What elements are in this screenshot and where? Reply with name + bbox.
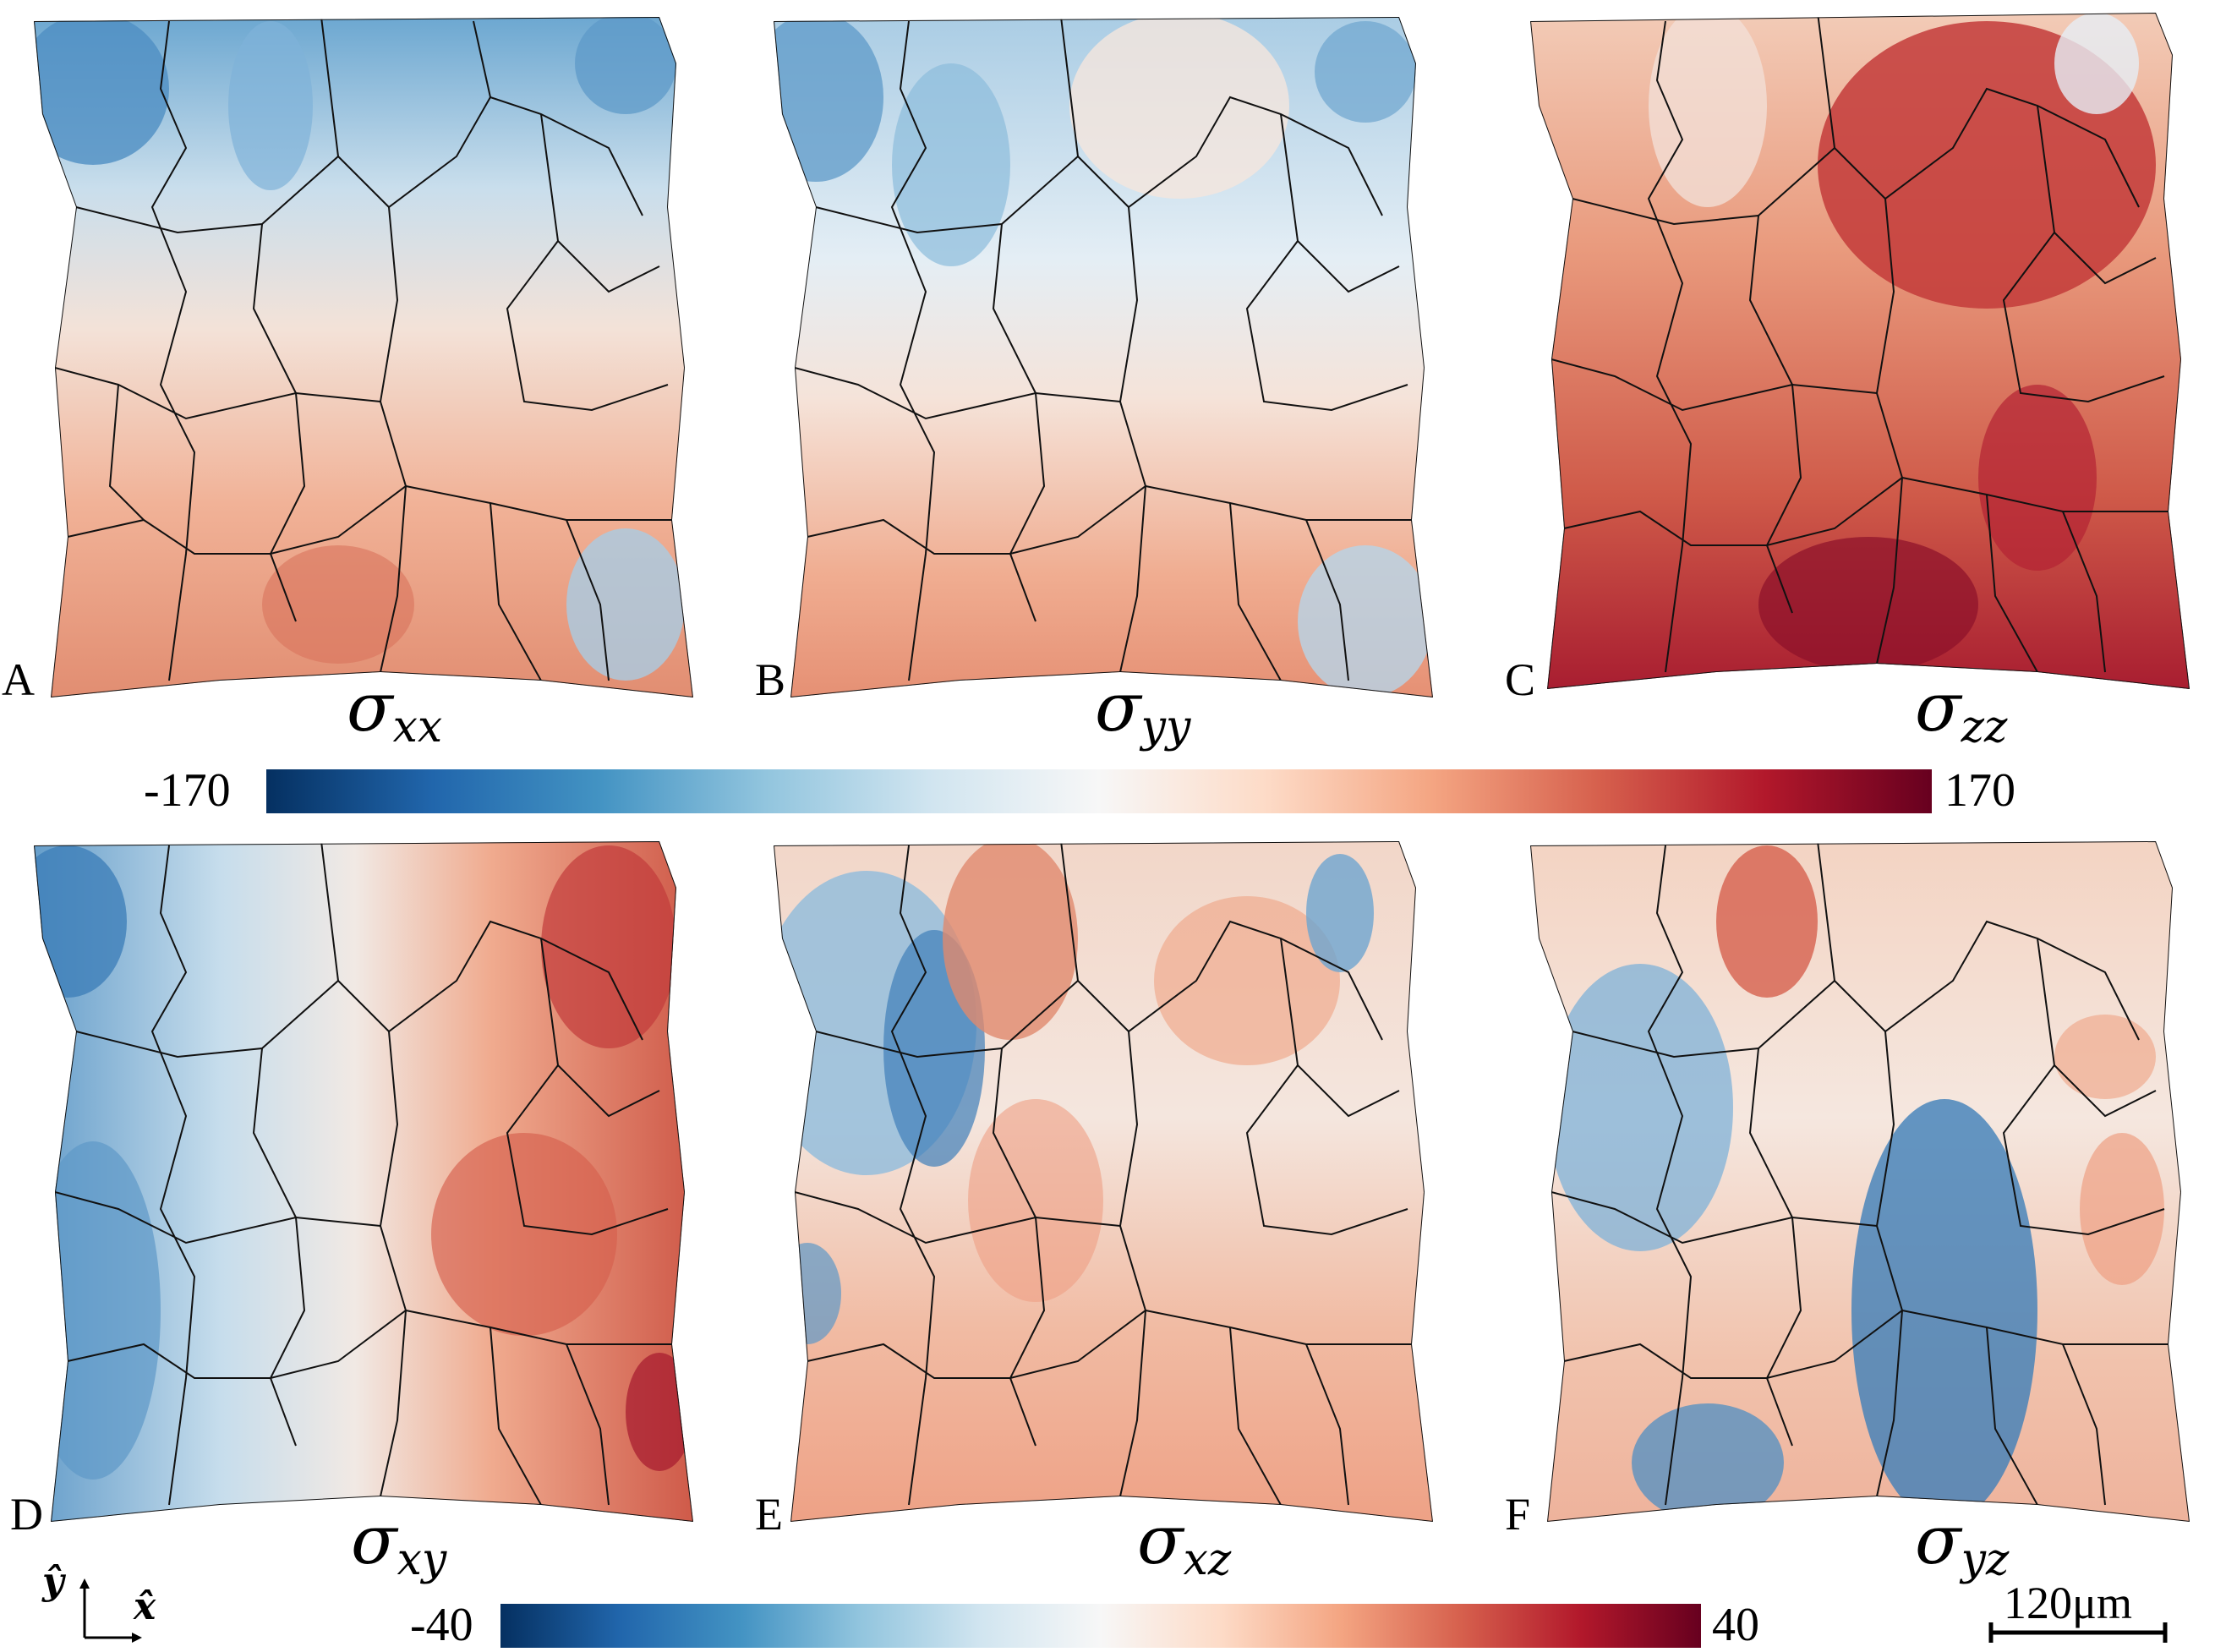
sigma-subscript-zz: zz — [1961, 702, 2008, 752]
colorbar-top-min-label: -170 — [144, 764, 231, 817]
x-axis-label: x̂ — [134, 1585, 156, 1628]
colorbar-bottom-min-label: -40 — [410, 1599, 473, 1651]
sigma-xy-label: σxy — [351, 1501, 446, 1585]
stress-map-f — [1530, 841, 2190, 1522]
colorbar-top-max-label: 170 — [1944, 764, 2015, 817]
colorbar-bottom — [500, 1604, 1701, 1648]
colorbar-top — [266, 769, 1932, 813]
stress-map-b — [774, 17, 1433, 697]
stress-map-a — [34, 17, 693, 697]
sigma-zz-label: σzz — [1915, 668, 2007, 752]
sigma-xz-label: σxz — [1137, 1501, 1231, 1585]
sigma-yy-label: σyy — [1095, 668, 1190, 752]
scale-bar-line — [1988, 1622, 2168, 1643]
panel-label-b: B — [755, 654, 786, 705]
sigma-subscript-xx: xx — [392, 702, 443, 752]
panel-a-sigma-xx-map — [17, 13, 693, 714]
sigma-yz-label: σyz — [1915, 1501, 2009, 1585]
panel-e-sigma-xz-map — [757, 837, 1433, 1539]
panel-label-c: C — [1505, 654, 1536, 705]
sigma-symbol: σ — [351, 1501, 397, 1579]
panel-label-e: E — [755, 1489, 783, 1540]
stress-map-c — [1530, 13, 2190, 689]
stress-map-e — [774, 841, 1433, 1522]
panel-label-a: A — [2, 654, 35, 705]
scale-bar-label: 120μm — [2004, 1578, 2132, 1628]
sigma-subscript-xy: xy — [397, 1534, 447, 1585]
scale-bar — [1988, 1621, 2168, 1644]
panel-d-sigma-xy-map — [17, 837, 693, 1539]
sigma-symbol: σ — [1915, 1501, 1961, 1579]
panel-label-f: F — [1505, 1489, 1531, 1540]
colorbar-bottom-max-label: 40 — [1712, 1599, 1759, 1651]
sigma-symbol: σ — [1915, 668, 1961, 747]
stress-map-d — [34, 841, 693, 1522]
panel-b-sigma-yy-map — [757, 13, 1433, 714]
sigma-subscript-yy: yy — [1140, 702, 1191, 752]
panel-c-sigma-zz-map — [1513, 4, 2190, 706]
sigma-symbol: σ — [1095, 668, 1141, 747]
panel-label-d: D — [10, 1489, 43, 1540]
y-axis-label: ŷ — [42, 1560, 64, 1603]
sigma-subscript-xz: xz — [1183, 1534, 1232, 1585]
sigma-subscript-yz: yz — [1961, 1534, 2010, 1585]
panel-f-sigma-yz-map — [1513, 837, 2190, 1539]
coordinate-axes-glyph: ŷ x̂ — [34, 1560, 156, 1644]
axes-arrows-icon — [79, 1578, 142, 1643]
sigma-symbol: σ — [347, 668, 393, 747]
sigma-symbol: σ — [1137, 1501, 1184, 1579]
sigma-xx-label: σxx — [347, 668, 442, 752]
